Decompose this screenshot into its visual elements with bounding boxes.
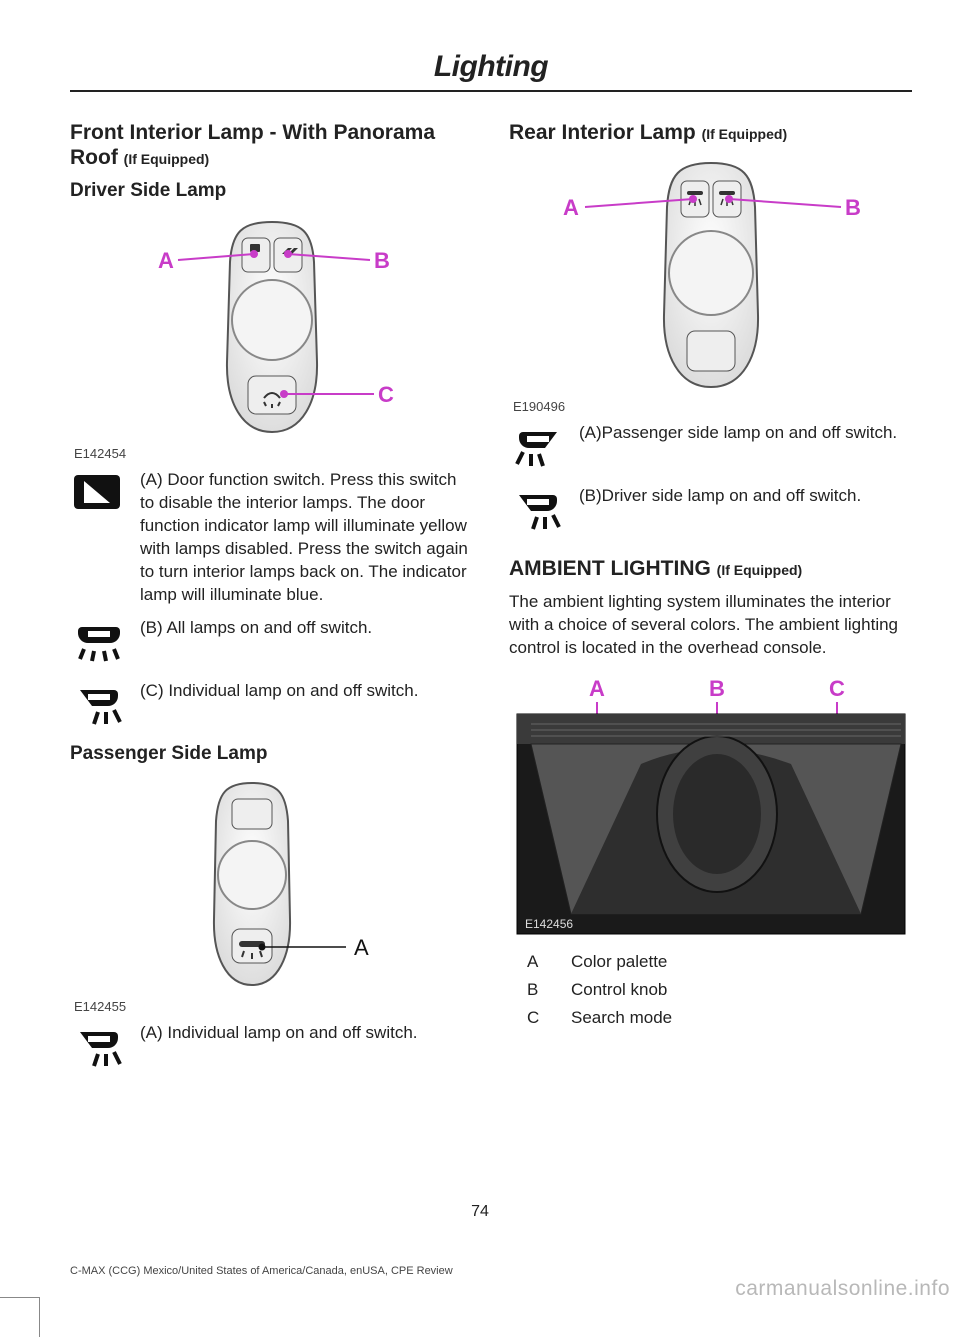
callout-b: B — [845, 195, 861, 220]
figure-caption: E190496 — [513, 399, 912, 414]
desc-item-ra: (A)Passenger side lamp on and off switch… — [509, 422, 912, 475]
individual-lamp-icon — [70, 680, 128, 733]
individual-lamp-icon — [70, 1022, 128, 1075]
crop-mark — [0, 1297, 40, 1337]
callout-b: B — [374, 248, 390, 273]
left-column: Front Interior Lamp - With Panorama Roof… — [70, 120, 473, 1085]
desc-item-pa: (A) Individual lamp on and off switch. — [70, 1022, 473, 1075]
desc-text: (A) Door function switch. Press this swi… — [140, 469, 473, 607]
desc-item-c: (C) Individual lamp on and off switch. — [70, 680, 473, 733]
footer-left: C-MAX (CCG) Mexico/United States of Amer… — [70, 1265, 453, 1277]
callout-c: C — [829, 676, 845, 701]
chapter-title: Lighting — [70, 50, 912, 84]
callout-a: A — [563, 195, 579, 220]
watermark: carmanualsonline.info — [735, 1277, 950, 1301]
callout-c: C — [378, 382, 394, 407]
figure-rear-lamp: A B — [509, 155, 912, 395]
heading-front-interior: Front Interior Lamp - With Panorama Roof… — [70, 120, 473, 170]
legend-value: Color palette — [571, 952, 667, 972]
desc-text: (A)Passenger side lamp on and off switch… — [579, 422, 912, 445]
passenger-lamp-icon — [509, 422, 567, 475]
legend-row: C Search mode — [509, 1008, 912, 1028]
driver-lamp-icon — [509, 485, 567, 538]
door-icon — [70, 469, 128, 522]
figure-caption: E142455 — [74, 999, 473, 1014]
desc-item-b: (B) All lamps on and off switch. — [70, 617, 473, 670]
heading-driver-side: Driver Side Lamp — [70, 180, 473, 202]
heading-ambient: AMBIENT LIGHTING (If Equipped) — [509, 556, 912, 581]
ambient-body: The ambient lighting system illuminates … — [509, 591, 912, 660]
figure-caption-inline: E142456 — [525, 917, 573, 931]
legend-value: Search mode — [571, 1008, 672, 1028]
desc-item-rb: (B)Driver side lamp on and off switch. — [509, 485, 912, 538]
heading-text: AMBIENT LIGHTING — [509, 557, 711, 580]
heading-qualifier: (If Equipped) — [124, 151, 210, 167]
legend-table: A Color palette B Control knob C Search … — [509, 952, 912, 1028]
desc-text: (C) Individual lamp on and off switch. — [140, 680, 473, 703]
divider — [70, 90, 912, 92]
callout-a: A — [354, 935, 369, 960]
legend-value: Control knob — [571, 980, 667, 1000]
heading-qualifier: (If Equipped) — [702, 126, 788, 142]
callout-b: B — [709, 676, 725, 701]
figure-ambient: A B C — [509, 674, 912, 944]
legend-key: C — [527, 1008, 547, 1028]
legend-key: B — [527, 980, 547, 1000]
figure-passenger-lamp: A — [70, 775, 473, 995]
desc-text: (B) All lamps on and off switch. — [140, 617, 473, 640]
heading-passenger-side: Passenger Side Lamp — [70, 743, 473, 765]
all-lamps-icon — [70, 617, 128, 670]
heading-text: Rear Interior Lamp — [509, 121, 696, 144]
figure-driver-lamp: A B C — [70, 212, 473, 442]
page-number: 74 — [0, 1203, 960, 1221]
right-column: Rear Interior Lamp (If Equipped) — [509, 120, 912, 1085]
heading-rear-interior: Rear Interior Lamp (If Equipped) — [509, 120, 912, 145]
callout-a: A — [158, 248, 174, 273]
legend-row: B Control knob — [509, 980, 912, 1000]
desc-text: (A) Individual lamp on and off switch. — [140, 1022, 473, 1045]
figure-caption: E142454 — [74, 446, 473, 461]
legend-row: A Color palette — [509, 952, 912, 972]
desc-item-a: (A) Door function switch. Press this swi… — [70, 469, 473, 607]
heading-qualifier: (If Equipped) — [717, 562, 803, 578]
desc-text: (B)Driver side lamp on and off switch. — [579, 485, 912, 508]
legend-key: A — [527, 952, 547, 972]
callout-a: A — [589, 676, 605, 701]
